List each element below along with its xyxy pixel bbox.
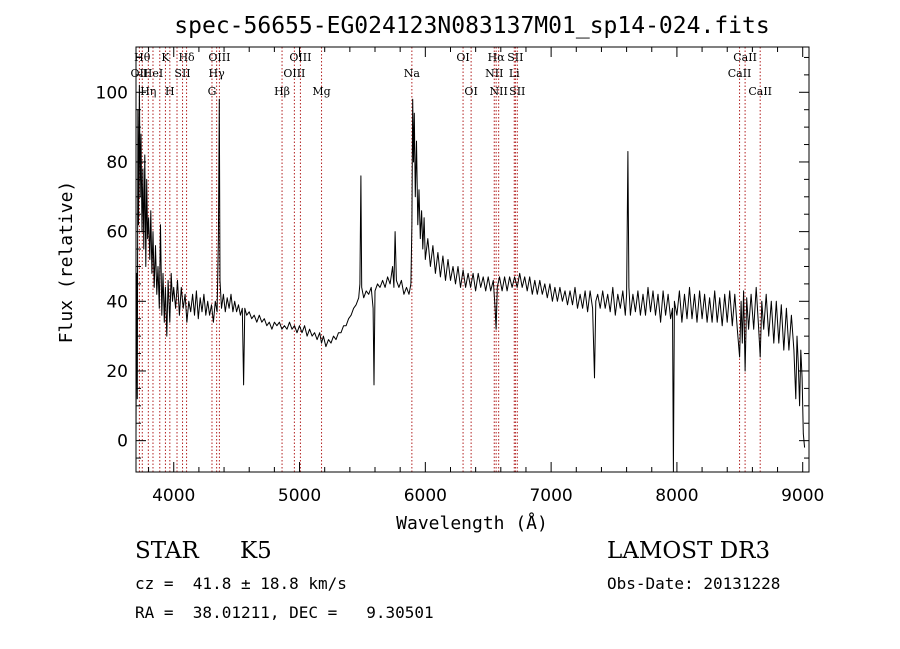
marker-label-20: NII [485,67,503,80]
spectral-line-labels: OII Hθ Hη HeI K H SII Hδ G Hγ OIII Hβ OIII OIII Mg Na OI… [131,51,772,98]
marker-label-25: SII [509,85,525,98]
marker-label-9: Hδ [178,51,195,64]
x-tick-label: 5000 [278,486,321,506]
marker-label-26: CaII [728,67,752,80]
marker-label-8: SII [174,67,190,80]
marker-label-5: K [161,51,170,64]
chart-title: spec-56655-EG024123N083137M01_sp14-024.f… [174,13,769,39]
marker-label-16: Mg [312,85,330,98]
marker-label-24: SII [507,51,523,64]
x-tick-label: 7000 [529,486,572,506]
marker-label-15: OIII [289,51,311,64]
marker-label-6: H [165,85,175,98]
marker-label-14: OIII [283,67,305,80]
spectral-line-markers [138,47,761,472]
marker-label-10: G [208,85,217,98]
marker-label-18: OI [456,51,469,64]
plot-frame [135,46,810,473]
marker-label-23: Li [509,67,520,80]
marker-label-11: Hγ [209,67,226,80]
marker-label-2: Hη [140,85,156,98]
marker-label-12: OIII [208,51,230,64]
x-tick-label: 9000 [781,486,824,506]
marker-label-27: CaII [733,51,757,64]
marker-label-1: Hθ [134,51,151,64]
survey-name: LAMOST DR3 [607,538,771,564]
marker-label-28: CaII [748,85,772,98]
coordinates-readout: RA = 38.01211, DEC = 9.30501 [135,603,434,622]
x-tick-label: 8000 [655,486,698,506]
spectrum-series-line [135,84,806,473]
x-tick-label: 4000 [152,486,195,506]
x-tick-label: 6000 [404,486,447,506]
marker-label-13: Hβ [274,85,290,98]
y-tick-label: 20 [106,362,128,382]
x-axis-ticks: 4000 5000 6000 7000 8000 9000 [148,47,824,506]
y-tick-label: 100 [96,83,128,103]
object-class: STAR [135,538,199,564]
y-tick-label: 60 [106,223,128,243]
marker-label-3: HeI [143,67,163,80]
y-axis-label: Flux (relative) [56,181,77,344]
marker-label-0: OII [131,67,149,80]
marker-label-17: Na [404,67,421,80]
observation-date: Obs-Date: 20131228 [607,574,781,593]
marker-label-21: Hα [488,51,506,64]
y-tick-label: 80 [106,153,128,173]
redshift-readout: cz = 41.8 ± 18.8 km/s [135,574,347,593]
y-axis-ticks: 0 20 40 60 80 100 [96,56,809,459]
marker-label-19: OI [464,85,477,98]
object-subclass: K5 [240,538,272,564]
marker-label-22: NII [490,85,508,98]
y-tick-label: 0 [117,432,128,452]
x-axis-label: Wavelength (Å) [396,512,548,534]
y-tick-label: 40 [106,292,128,312]
